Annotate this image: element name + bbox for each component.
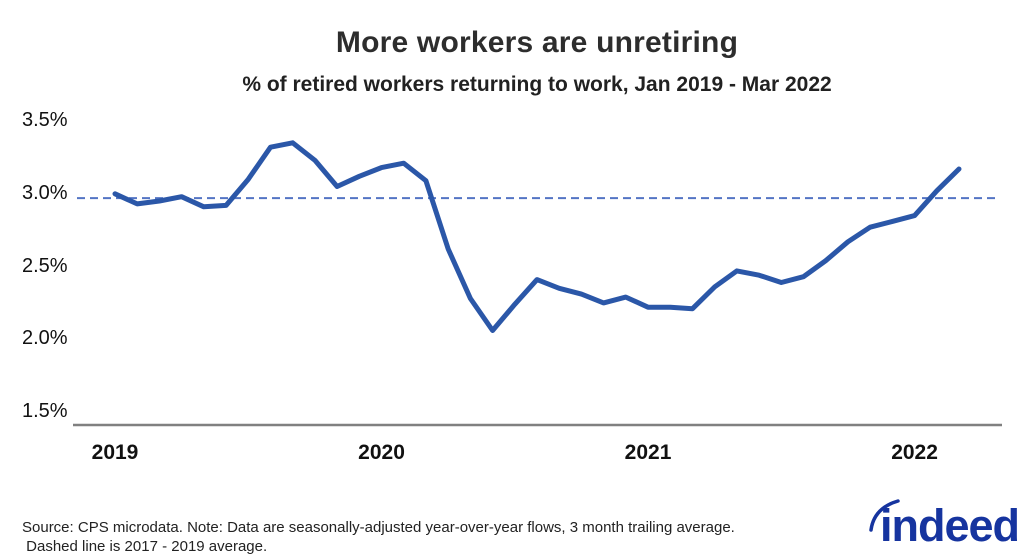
chart-subtitle: % of retired workers returning to work, … <box>242 73 832 96</box>
y-tick-3.5%: 3.5% <box>22 109 68 131</box>
source-note-line2: Dashed line is 2017 - 2019 average. <box>22 538 268 555</box>
x-tick-2020: 2020 <box>358 441 405 464</box>
indeed-logo-arc-icon <box>869 499 900 532</box>
indeed-logo: indeed <box>866 496 1020 552</box>
x-tick-2021: 2021 <box>624 441 672 464</box>
y-tick-2.5%: 2.5% <box>22 254 68 277</box>
y-tick-1.5%: 1.5% <box>22 400 68 422</box>
indeed-logo-text: indeed <box>880 500 1020 551</box>
x-tick-2019: 2019 <box>91 441 139 464</box>
unretirement-rate-line <box>112 140 962 333</box>
source-note: Source: CPS microdata. Note: Data are se… <box>22 518 735 556</box>
source-note-line1: Source: CPS microdata. Note: Data are se… <box>22 519 735 536</box>
y-tick-2.0%: 2.0% <box>22 327 68 350</box>
chart-title: More workers are unretiring <box>335 26 739 59</box>
x-tick-2022: 2022 <box>891 441 938 464</box>
y-tick-3.0%: 3.0% <box>22 181 68 204</box>
